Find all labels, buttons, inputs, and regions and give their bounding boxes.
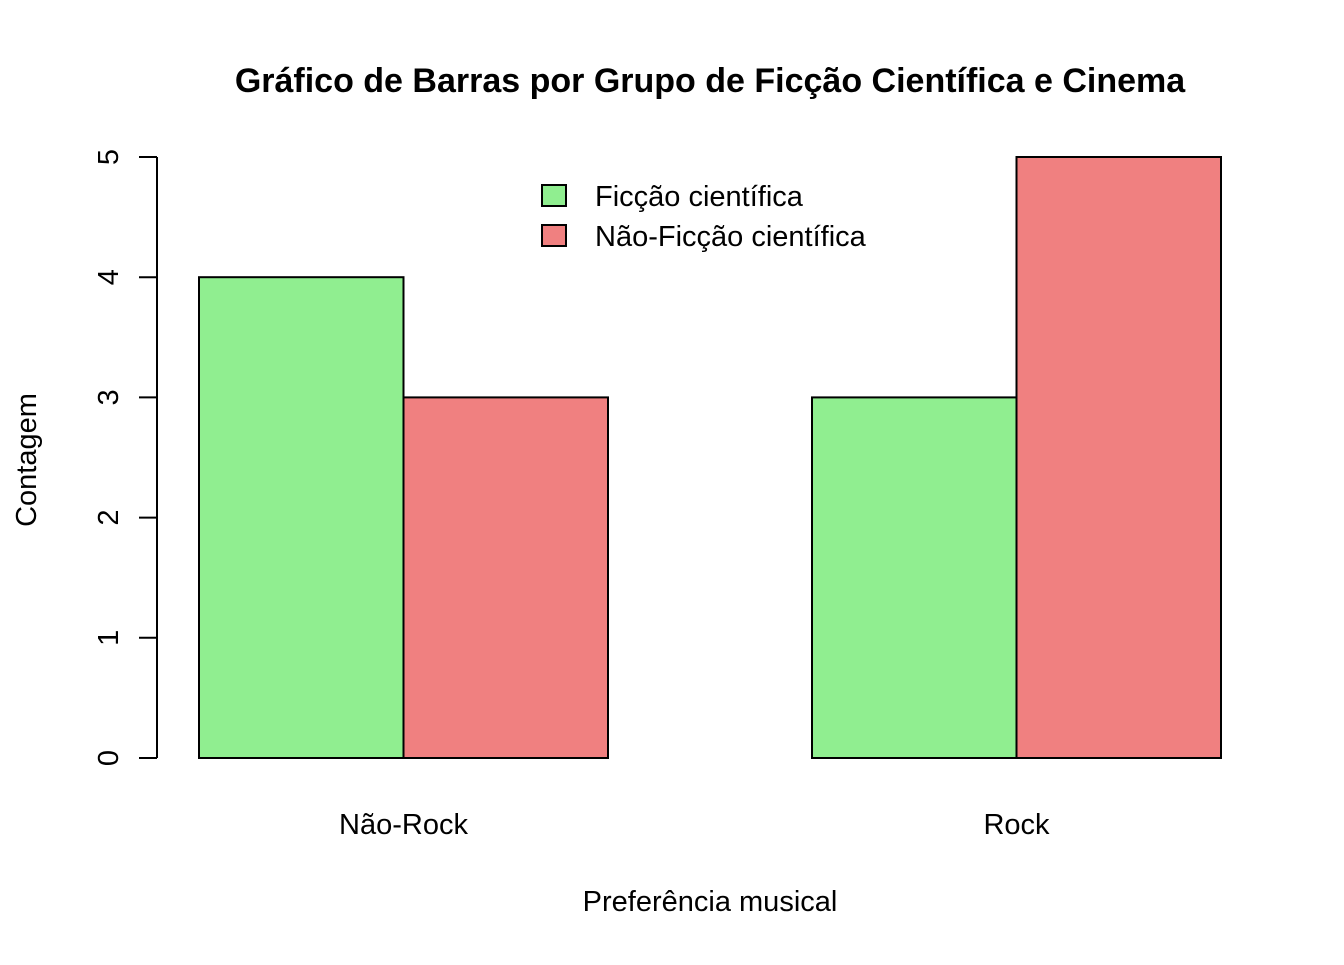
legend-swatch (541, 184, 567, 207)
chart-title: Gráfico de Barras por Grupo de Ficção Ci… (235, 62, 1186, 100)
legend: Ficção científica Não-Ficção científica (541, 181, 867, 253)
y-tick-label: 3 (93, 389, 125, 405)
y-tick-label: 1 (93, 630, 125, 646)
y-tick-label: 0 (93, 750, 125, 766)
bar (1015, 156, 1222, 759)
bars-group (198, 156, 1222, 759)
legend-label: Não-Ficção científica (595, 221, 867, 253)
y-axis: 0 1 2 3 4 5 (93, 149, 158, 766)
x-tick-labels: Não-Rock Rock (339, 809, 1050, 841)
bar (811, 396, 1018, 759)
legend-label: Ficção científica (595, 181, 804, 213)
bar (198, 276, 405, 759)
y-tick-label: 5 (93, 149, 125, 165)
x-tick-label: Rock (983, 809, 1050, 841)
y-axis-label: Contagem (11, 393, 43, 527)
x-tick-label: Não-Rock (339, 809, 468, 841)
legend-swatch (541, 224, 567, 247)
x-axis-label: Preferência musical (583, 886, 838, 918)
y-tick-label: 4 (93, 269, 125, 285)
bar (402, 396, 609, 759)
y-tick-label: 2 (93, 510, 125, 526)
